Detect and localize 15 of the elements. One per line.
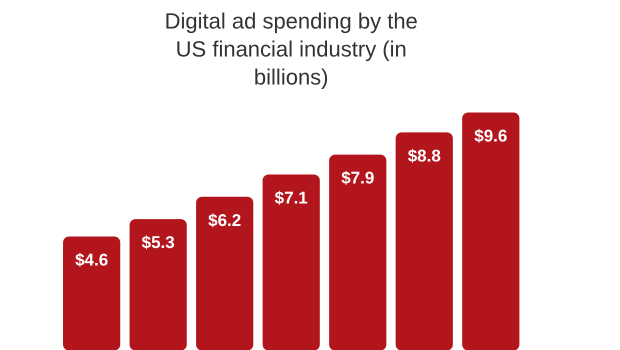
bar [462,112,520,350]
data-label: $4.6 [75,250,108,270]
chart-title: Digital ad spending by the US financial industry (in billions) [164,8,418,90]
bar [329,154,386,350]
bar [396,132,453,350]
data-label: $7.1 [274,188,308,208]
bar [196,196,254,350]
bar [262,174,320,350]
bar [63,236,120,350]
data-label: $6.2 [208,210,242,230]
data-label: $9.6 [474,126,508,146]
data-label: $5.3 [142,233,175,252]
data-label: $8.8 [408,146,441,166]
data-label: $7.9 [341,168,374,188]
bar [130,219,187,350]
